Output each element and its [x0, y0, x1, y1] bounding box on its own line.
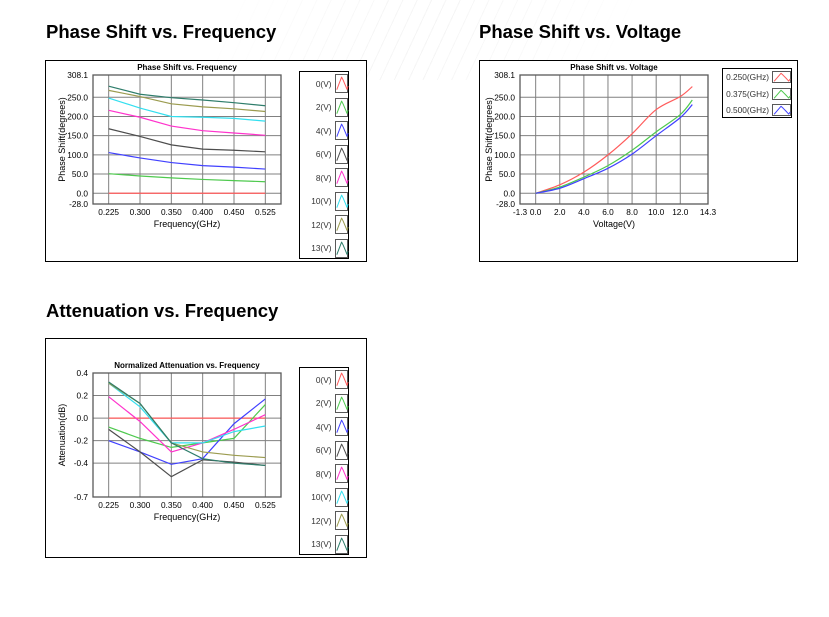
svg-text:0.350: 0.350	[161, 500, 182, 510]
svg-text:-0.4: -0.4	[74, 458, 89, 468]
svg-text:2.0: 2.0	[554, 207, 566, 217]
svg-text:-28.0: -28.0	[69, 199, 88, 209]
svg-text:Phase Shift vs. Frequency: Phase Shift vs. Frequency	[137, 63, 237, 72]
svg-text:0.0: 0.0	[530, 207, 542, 217]
svg-text:Phase Shift vs. Voltage: Phase Shift vs. Voltage	[570, 63, 658, 72]
svg-text:308.1: 308.1	[67, 70, 88, 80]
svg-text:150.0: 150.0	[67, 131, 88, 141]
svg-text:0.450: 0.450	[224, 500, 245, 510]
svg-text:0.225: 0.225	[98, 207, 119, 217]
svg-text:0.225: 0.225	[98, 500, 119, 510]
svg-text:0.300: 0.300	[130, 207, 151, 217]
svg-text:Frequency(GHz): Frequency(GHz)	[154, 512, 221, 522]
svg-text:0.525: 0.525	[255, 207, 276, 217]
svg-text:0.400: 0.400	[192, 207, 213, 217]
svg-text:0.2: 0.2	[76, 391, 88, 401]
svg-text:200.0: 200.0	[67, 111, 88, 121]
svg-text:-0.7: -0.7	[74, 492, 89, 502]
svg-text:100.0: 100.0	[67, 150, 88, 160]
svg-text:Normalized Attenuation vs. Fre: Normalized Attenuation vs. Frequency	[114, 361, 260, 370]
svg-text:0.450: 0.450	[224, 207, 245, 217]
svg-text:0.0: 0.0	[503, 188, 515, 198]
svg-text:100.0: 100.0	[494, 150, 515, 160]
svg-text:10.0: 10.0	[648, 207, 665, 217]
svg-text:0.300: 0.300	[130, 500, 151, 510]
svg-text:-1.3: -1.3	[513, 207, 528, 217]
svg-text:Phase Shift(degrees): Phase Shift(degrees)	[57, 97, 67, 182]
svg-text:50.0: 50.0	[499, 169, 516, 179]
svg-text:12.0: 12.0	[672, 207, 689, 217]
svg-text:0.525: 0.525	[255, 500, 276, 510]
svg-text:8.0: 8.0	[626, 207, 638, 217]
svg-text:250.0: 250.0	[494, 92, 515, 102]
svg-text:150.0: 150.0	[494, 131, 515, 141]
svg-text:0.0: 0.0	[76, 413, 88, 423]
svg-text:50.0: 50.0	[72, 169, 89, 179]
svg-text:4.0: 4.0	[578, 207, 590, 217]
svg-text:0.0: 0.0	[76, 188, 88, 198]
svg-text:14.3: 14.3	[700, 207, 717, 217]
svg-text:-0.2: -0.2	[74, 436, 89, 446]
svg-text:6.0: 6.0	[602, 207, 614, 217]
svg-text:Phase Shift(degrees): Phase Shift(degrees)	[484, 97, 494, 182]
svg-text:Attenuation(dB): Attenuation(dB)	[57, 404, 67, 467]
svg-text:0.4: 0.4	[76, 368, 88, 378]
svg-text:308.1: 308.1	[494, 70, 515, 80]
svg-text:0.400: 0.400	[192, 500, 213, 510]
svg-text:Voltage(V): Voltage(V)	[593, 219, 635, 229]
svg-text:250.0: 250.0	[67, 92, 88, 102]
svg-text:200.0: 200.0	[494, 111, 515, 121]
svg-text:0.350: 0.350	[161, 207, 182, 217]
svg-text:Frequency(GHz): Frequency(GHz)	[154, 219, 221, 229]
